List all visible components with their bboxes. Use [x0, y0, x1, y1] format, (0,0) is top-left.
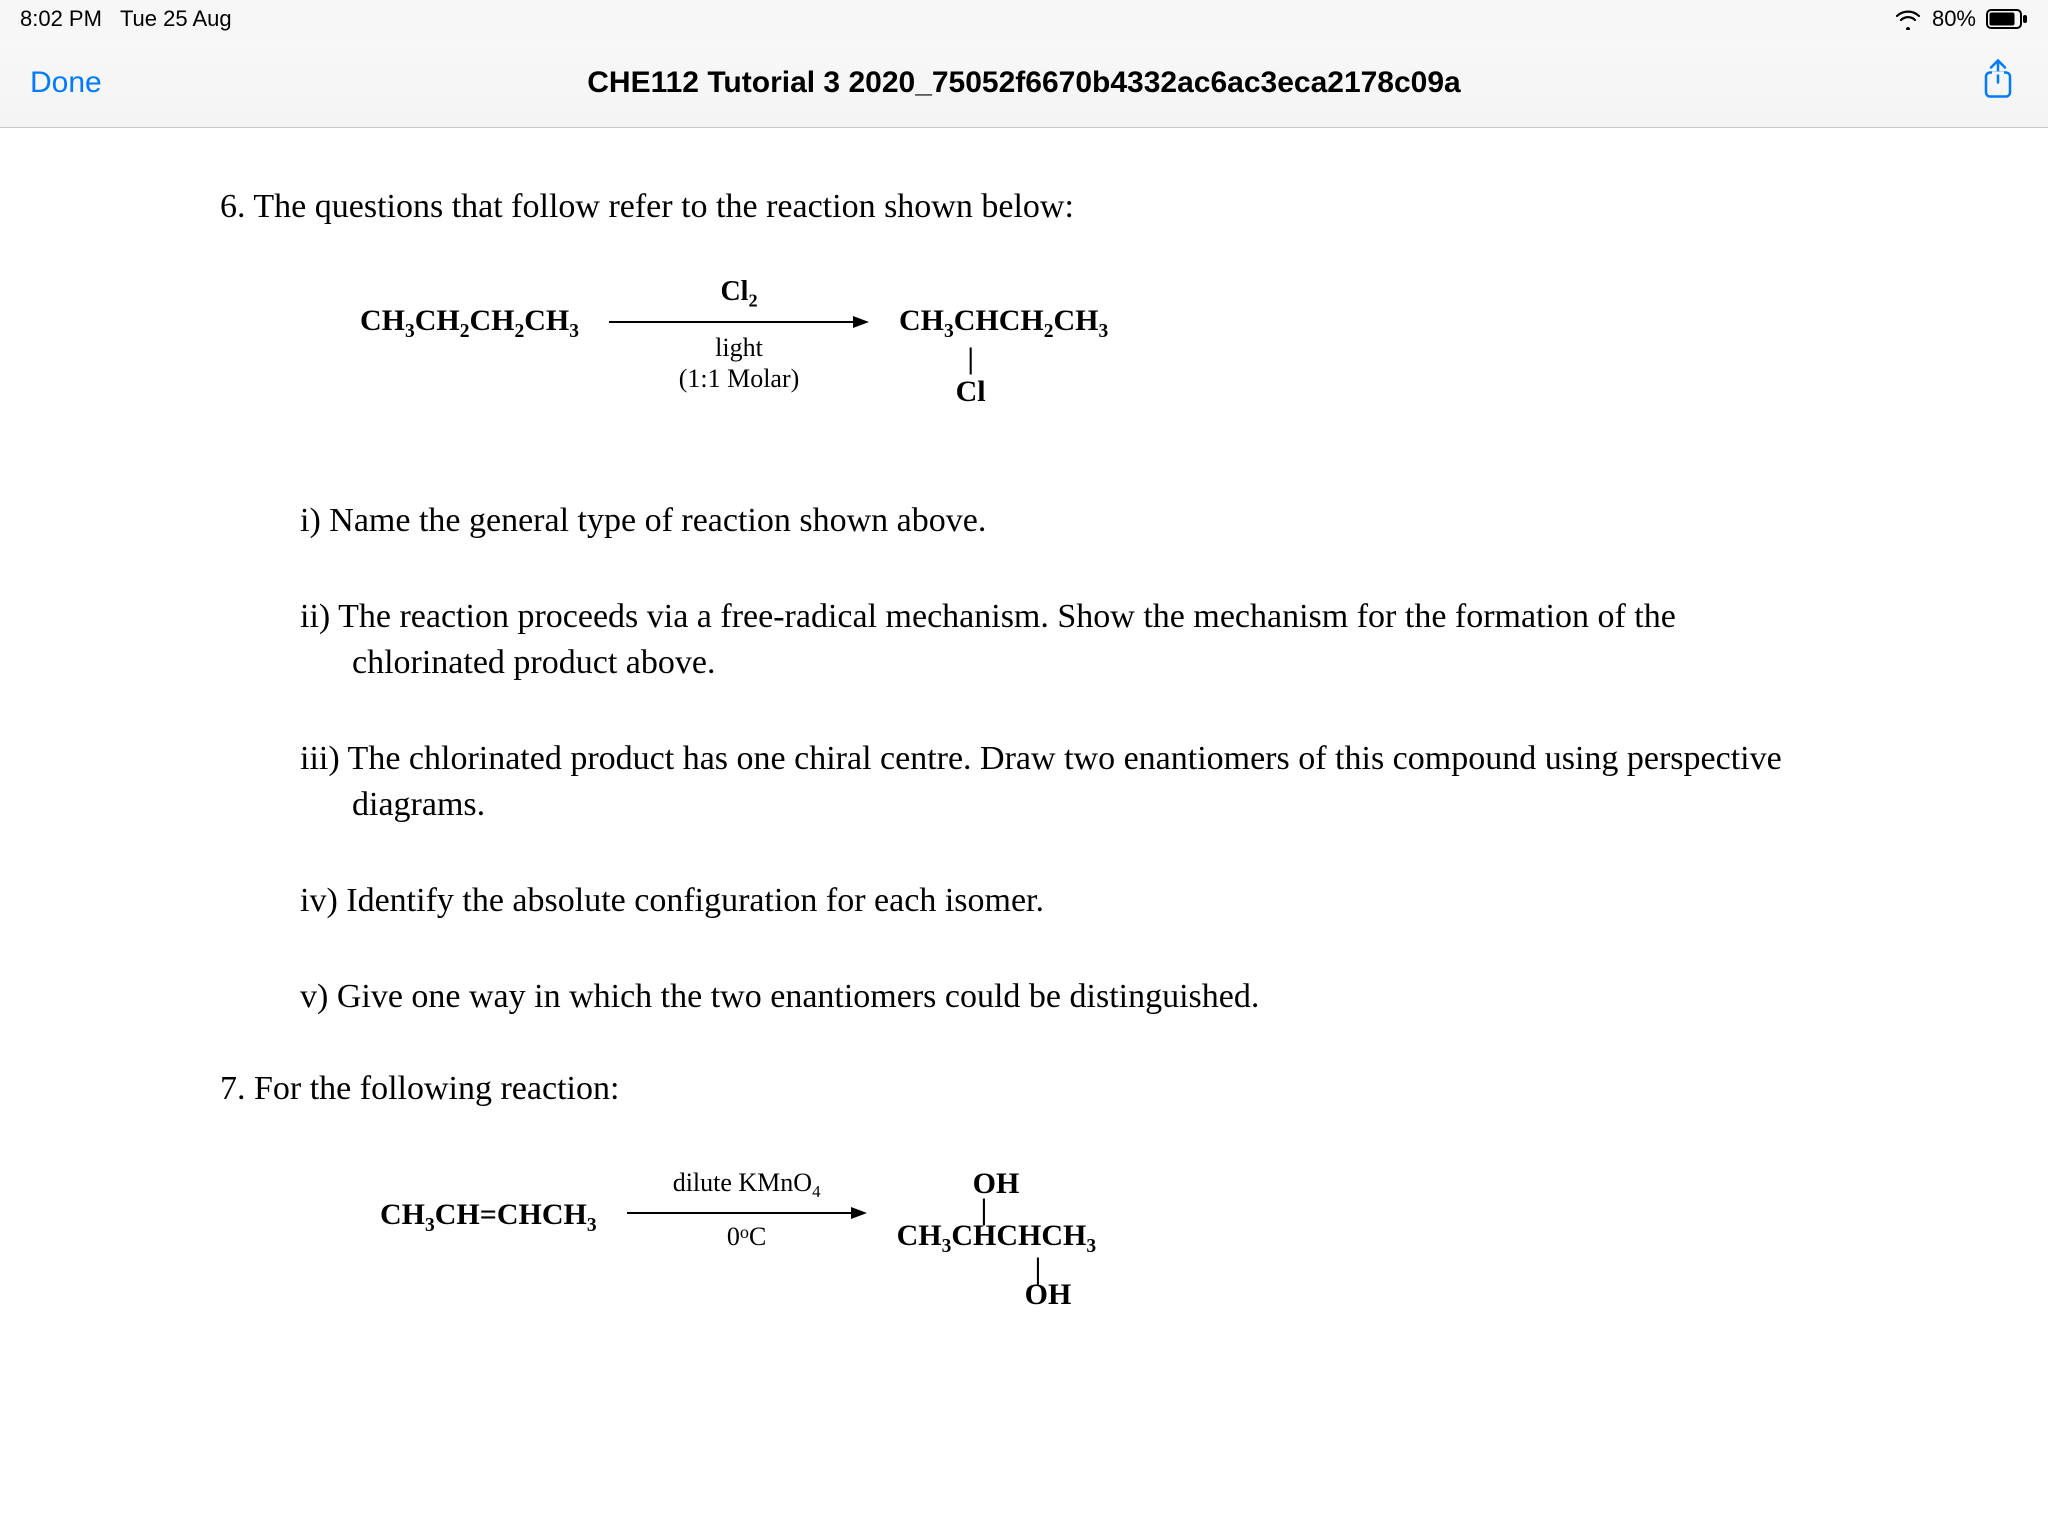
nav-bar: Done CHE112 Tutorial 3 2020_75052f6670b4…: [0, 38, 2048, 128]
battery-percent: 80%: [1932, 6, 1976, 32]
reaction-1-product-substituent: Cl: [833, 375, 1108, 408]
reaction-2-reagent: dilute KMnO4: [673, 1168, 821, 1204]
share-icon: [1978, 56, 2018, 104]
subquestion-ii: ii) The reaction proceeds via a free-rad…: [300, 594, 1828, 686]
reaction-1-product: CH3CHCH2CH3 | Cl: [899, 276, 1108, 408]
document-body: 6. The questions that follow refer to th…: [0, 128, 2048, 1310]
done-button[interactable]: Done: [30, 66, 102, 100]
status-bar: 8:02 PM Tue 25 Aug 80%: [0, 0, 2048, 38]
arrow-icon: [609, 312, 869, 332]
reaction-2-product-oh-top: OH: [897, 1168, 1097, 1200]
reaction-2-product-oh-bottom: OH: [897, 1279, 1097, 1311]
subquestion-v: v) Give one way in which the two enantio…: [300, 974, 1828, 1020]
reaction-1-condition-1: light: [679, 332, 800, 363]
reaction-2: CH3CH=CHCH3 dilute KMnO4 0oC OH | CH3CHC…: [380, 1168, 1828, 1310]
reaction-1-product-bond: |: [833, 342, 1108, 375]
question-6-intro: 6. The questions that follow refer to th…: [220, 188, 1828, 226]
reaction-2-product-formula: CH3CHCHCH3: [897, 1220, 1097, 1257]
reaction-2-product: OH | CH3CHCHCH3 | OH: [897, 1168, 1097, 1310]
reaction-1: CH3CH2CH2CH3 Cl2 light (1:1 Molar) CH3CH…: [360, 276, 1828, 408]
reaction-1-reagent: Cl2: [720, 276, 757, 312]
reaction-2-condition: 0oC: [727, 1222, 766, 1252]
reaction-1-product-formula: CH3CHCH2CH3: [899, 304, 1108, 342]
document-title: CHE112 Tutorial 3 2020_75052f6670b4332ac…: [587, 66, 1460, 100]
subquestion-iv: iv) Identify the absolute configuration …: [300, 878, 1828, 924]
status-time: 8:02 PM: [20, 6, 102, 32]
question-7-intro: 7. For the following reaction:: [220, 1070, 1828, 1108]
status-date: Tue 25 Aug: [120, 6, 232, 32]
reaction-1-condition-2: (1:1 Molar): [679, 363, 800, 394]
battery-icon: [1986, 9, 2028, 29]
arrow-icon: [627, 1204, 867, 1222]
subquestion-iii: iii) The chlorinated product has one chi…: [300, 736, 1828, 828]
reaction-1-reactant: CH3CH2CH2CH3: [360, 276, 579, 342]
wifi-icon: [1894, 8, 1922, 30]
reaction-2-reactant: CH3CH=CHCH3: [380, 1168, 597, 1237]
share-button[interactable]: [1978, 56, 2018, 109]
subquestion-i: i) Name the general type of reaction sho…: [300, 498, 1828, 544]
